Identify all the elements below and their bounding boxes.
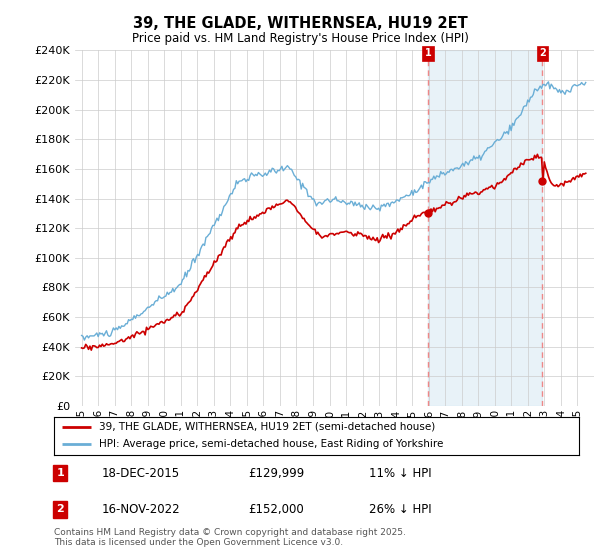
Text: 1: 1 (425, 48, 431, 58)
Text: 16-NOV-2022: 16-NOV-2022 (101, 503, 180, 516)
Text: 26% ↓ HPI: 26% ↓ HPI (369, 503, 431, 516)
Text: 18-DEC-2015: 18-DEC-2015 (101, 467, 179, 480)
Text: £129,999: £129,999 (248, 467, 305, 480)
Text: 2: 2 (56, 505, 64, 515)
Text: Price paid vs. HM Land Registry's House Price Index (HPI): Price paid vs. HM Land Registry's House … (131, 32, 469, 45)
Text: 11% ↓ HPI: 11% ↓ HPI (369, 467, 431, 480)
Text: Contains HM Land Registry data © Crown copyright and database right 2025.
This d: Contains HM Land Registry data © Crown c… (54, 528, 406, 547)
Text: 1: 1 (56, 468, 64, 478)
Text: 39, THE GLADE, WITHERNSEA, HU19 2ET (semi-detached house): 39, THE GLADE, WITHERNSEA, HU19 2ET (sem… (98, 422, 435, 432)
Text: £152,000: £152,000 (248, 503, 304, 516)
Bar (428, 50, 542, 406)
Text: 39, THE GLADE, WITHERNSEA, HU19 2ET: 39, THE GLADE, WITHERNSEA, HU19 2ET (133, 16, 467, 31)
Text: HPI: Average price, semi-detached house, East Riding of Yorkshire: HPI: Average price, semi-detached house,… (98, 440, 443, 450)
Text: 2: 2 (539, 48, 546, 58)
